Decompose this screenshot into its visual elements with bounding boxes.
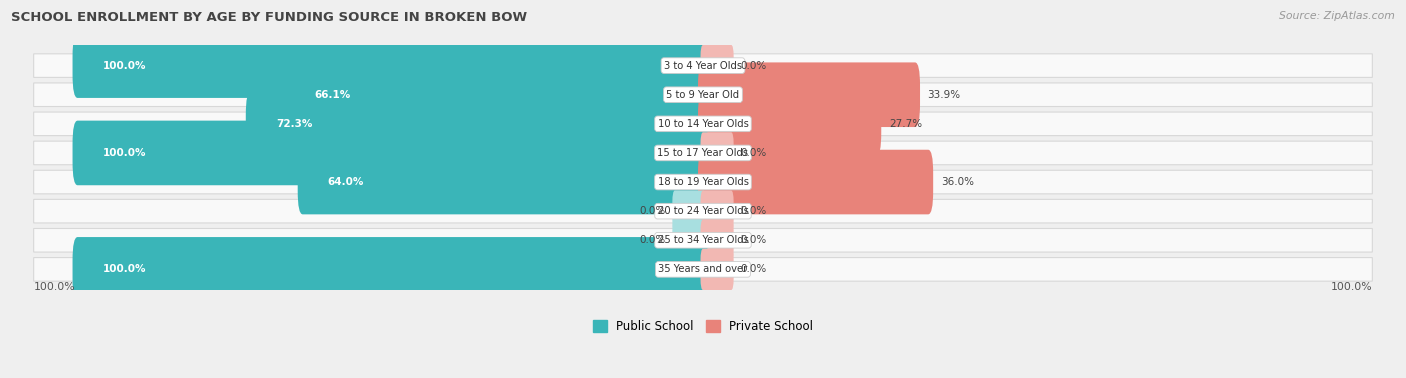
Text: 0.0%: 0.0% bbox=[640, 206, 665, 216]
Text: 36.0%: 36.0% bbox=[941, 177, 974, 187]
FancyBboxPatch shape bbox=[34, 83, 1372, 107]
Text: 0.0%: 0.0% bbox=[741, 264, 766, 274]
Text: 3 to 4 Year Olds: 3 to 4 Year Olds bbox=[664, 60, 742, 71]
FancyBboxPatch shape bbox=[34, 170, 1372, 194]
Text: Source: ZipAtlas.com: Source: ZipAtlas.com bbox=[1279, 11, 1395, 21]
Text: 100.0%: 100.0% bbox=[1330, 282, 1372, 293]
Text: 18 to 19 Year Olds: 18 to 19 Year Olds bbox=[658, 177, 748, 187]
FancyBboxPatch shape bbox=[34, 228, 1372, 252]
FancyBboxPatch shape bbox=[672, 220, 706, 261]
Text: 0.0%: 0.0% bbox=[741, 60, 766, 71]
FancyBboxPatch shape bbox=[34, 141, 1372, 165]
Text: 20 to 24 Year Olds: 20 to 24 Year Olds bbox=[658, 206, 748, 216]
FancyBboxPatch shape bbox=[697, 91, 882, 156]
FancyBboxPatch shape bbox=[697, 62, 920, 127]
FancyBboxPatch shape bbox=[34, 199, 1372, 223]
FancyBboxPatch shape bbox=[246, 91, 709, 156]
Text: 15 to 17 Year Olds: 15 to 17 Year Olds bbox=[658, 148, 748, 158]
FancyBboxPatch shape bbox=[34, 112, 1372, 136]
Text: 0.0%: 0.0% bbox=[741, 206, 766, 216]
FancyBboxPatch shape bbox=[700, 132, 734, 174]
FancyBboxPatch shape bbox=[73, 237, 709, 302]
Text: 25 to 34 Year Olds: 25 to 34 Year Olds bbox=[658, 235, 748, 245]
Text: 100.0%: 100.0% bbox=[103, 148, 146, 158]
Text: 100.0%: 100.0% bbox=[34, 282, 76, 293]
FancyBboxPatch shape bbox=[672, 191, 706, 232]
FancyBboxPatch shape bbox=[700, 220, 734, 261]
FancyBboxPatch shape bbox=[700, 45, 734, 86]
FancyBboxPatch shape bbox=[284, 62, 709, 127]
FancyBboxPatch shape bbox=[73, 121, 709, 185]
FancyBboxPatch shape bbox=[34, 257, 1372, 281]
Text: 33.9%: 33.9% bbox=[928, 90, 960, 100]
Text: 5 to 9 Year Old: 5 to 9 Year Old bbox=[666, 90, 740, 100]
FancyBboxPatch shape bbox=[298, 150, 709, 214]
Text: 64.0%: 64.0% bbox=[328, 177, 364, 187]
Text: 100.0%: 100.0% bbox=[103, 264, 146, 274]
Text: 72.3%: 72.3% bbox=[276, 119, 312, 129]
FancyBboxPatch shape bbox=[700, 191, 734, 232]
Text: 27.7%: 27.7% bbox=[889, 119, 922, 129]
FancyBboxPatch shape bbox=[700, 249, 734, 290]
Text: 0.0%: 0.0% bbox=[741, 148, 766, 158]
Text: 0.0%: 0.0% bbox=[741, 235, 766, 245]
Legend: Public School, Private School: Public School, Private School bbox=[588, 315, 818, 338]
Text: SCHOOL ENROLLMENT BY AGE BY FUNDING SOURCE IN BROKEN BOW: SCHOOL ENROLLMENT BY AGE BY FUNDING SOUR… bbox=[11, 11, 527, 24]
Text: 66.1%: 66.1% bbox=[315, 90, 352, 100]
Text: 35 Years and over: 35 Years and over bbox=[658, 264, 748, 274]
FancyBboxPatch shape bbox=[73, 33, 709, 98]
Text: 0.0%: 0.0% bbox=[640, 235, 665, 245]
Text: 10 to 14 Year Olds: 10 to 14 Year Olds bbox=[658, 119, 748, 129]
Text: 100.0%: 100.0% bbox=[103, 60, 146, 71]
FancyBboxPatch shape bbox=[34, 54, 1372, 77]
FancyBboxPatch shape bbox=[697, 150, 934, 214]
